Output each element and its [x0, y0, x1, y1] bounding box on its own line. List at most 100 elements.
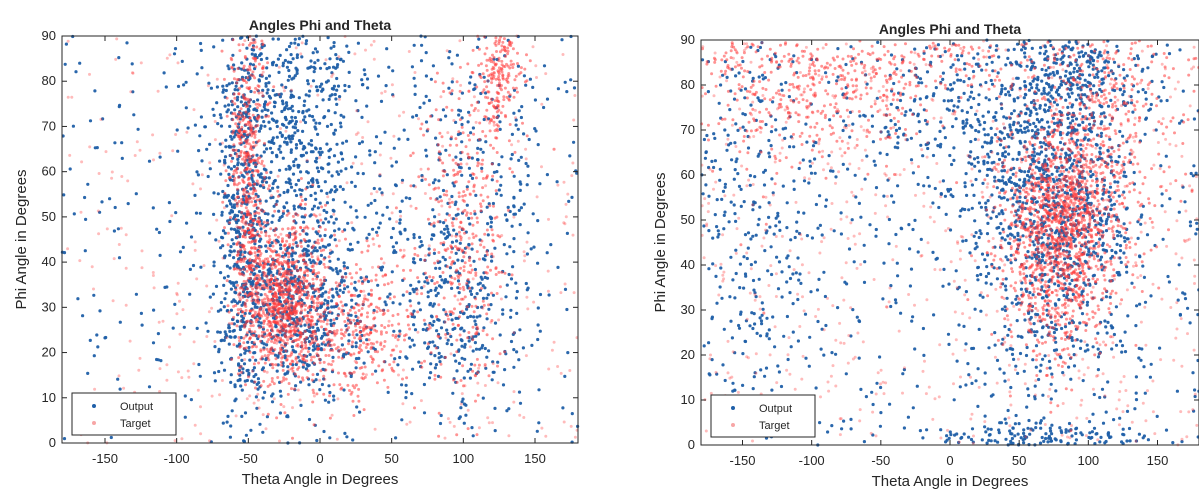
- target-point: [458, 170, 462, 173]
- target-point: [474, 297, 478, 301]
- target-point: [264, 257, 267, 261]
- output-point: [222, 338, 226, 342]
- target-point: [287, 235, 291, 239]
- output-point: [315, 50, 319, 54]
- target-point: [466, 62, 470, 66]
- output-point: [282, 108, 286, 112]
- target-point: [485, 312, 489, 316]
- target-point: [476, 393, 480, 397]
- target-point: [552, 340, 556, 344]
- output-point: [240, 173, 244, 177]
- target-point: [294, 301, 298, 304]
- output-point: [198, 374, 202, 378]
- output-point: [348, 242, 353, 246]
- target-point: [316, 343, 320, 346]
- output-point: [271, 214, 275, 218]
- target-point: [244, 292, 247, 296]
- output-point: [264, 199, 268, 203]
- output-point: [397, 137, 401, 141]
- target-point: [322, 348, 326, 352]
- target-point: [255, 211, 259, 215]
- output-point: [240, 303, 244, 307]
- output-point: [253, 351, 257, 355]
- target-point: [324, 308, 328, 312]
- target-point: [361, 302, 365, 306]
- output-point: [385, 47, 389, 51]
- output-point: [293, 131, 297, 135]
- output-point: [509, 339, 514, 344]
- output-point: [460, 339, 464, 343]
- target-point: [238, 120, 242, 124]
- output-point: [456, 258, 460, 262]
- output-point: [221, 189, 225, 194]
- output-point: [255, 305, 259, 309]
- output-point: [251, 180, 255, 184]
- target-point: [344, 330, 347, 334]
- target-point: [236, 372, 240, 376]
- target-point: [502, 37, 506, 41]
- target-point: [301, 357, 305, 361]
- target-point: [519, 66, 523, 70]
- output-point: [173, 302, 177, 306]
- output-point: [467, 166, 471, 170]
- target-point: [298, 295, 302, 299]
- output-point: [313, 159, 318, 163]
- output-point: [462, 376, 466, 380]
- output-point: [563, 287, 568, 291]
- output-point: [410, 65, 414, 69]
- target-point: [302, 229, 306, 233]
- target-point: [138, 356, 142, 360]
- target-point: [302, 363, 305, 367]
- target-point: [459, 273, 462, 277]
- target-point: [295, 338, 299, 342]
- target-point: [279, 380, 283, 384]
- output-point: [291, 172, 296, 176]
- target-point: [247, 192, 251, 196]
- target-point: [481, 158, 485, 162]
- target-point: [279, 279, 283, 283]
- target-point: [354, 383, 358, 387]
- target-point: [287, 382, 291, 385]
- target-point: [498, 86, 502, 90]
- output-point: [412, 76, 416, 80]
- target-point: [362, 297, 366, 301]
- output-point: [350, 180, 354, 184]
- target-point: [429, 222, 433, 226]
- target-point: [466, 152, 470, 156]
- target-point: [312, 306, 316, 309]
- target-point: [375, 310, 379, 314]
- output-point: [329, 46, 333, 50]
- target-point: [309, 358, 313, 362]
- output-point: [208, 167, 212, 171]
- target-point: [470, 103, 474, 107]
- target-point: [270, 327, 274, 331]
- target-point: [238, 141, 242, 145]
- target-point: [279, 292, 283, 296]
- output-point: [309, 193, 313, 198]
- target-point: [306, 274, 310, 277]
- target-point: [510, 273, 514, 277]
- output-point: [272, 105, 277, 109]
- target-point: [246, 319, 250, 323]
- output-point: [470, 156, 474, 160]
- target-point: [256, 170, 260, 174]
- target-point: [340, 336, 344, 340]
- target-point: [236, 114, 240, 118]
- target-point: [483, 80, 487, 84]
- output-point: [223, 231, 227, 235]
- target-point: [262, 311, 266, 315]
- target-point: [463, 295, 467, 299]
- target-point: [235, 81, 239, 85]
- output-point: [521, 346, 526, 350]
- output-point: [223, 104, 227, 108]
- target-point: [428, 326, 432, 330]
- target-point: [273, 265, 277, 269]
- target-point: [511, 66, 515, 69]
- target-point: [416, 276, 420, 280]
- target-point: [261, 70, 265, 74]
- output-point: [480, 166, 484, 170]
- target-point: [491, 174, 495, 178]
- output-point: [292, 164, 296, 168]
- output-point: [404, 396, 408, 400]
- target-point: [327, 362, 331, 366]
